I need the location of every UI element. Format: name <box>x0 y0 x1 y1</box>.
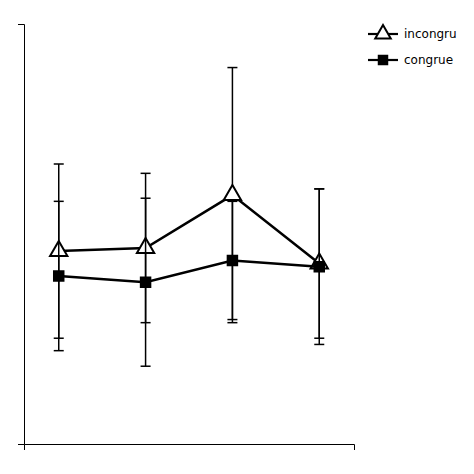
error-bar-cap <box>227 201 237 203</box>
y-axis-line <box>18 25 25 445</box>
legend-symbol <box>379 56 387 64</box>
marker <box>54 271 63 280</box>
error-bar-cap <box>227 322 237 324</box>
error-bar-cap <box>227 67 237 69</box>
error-bar-cap <box>141 365 151 367</box>
legend: incongru congrue <box>368 25 457 67</box>
error-bar-cap <box>314 188 324 190</box>
error-bar <box>141 198 151 366</box>
plot: incongru congrue <box>18 25 457 451</box>
x-axis-line <box>25 445 355 451</box>
error-bar <box>314 189 324 345</box>
series <box>54 189 325 366</box>
error-bar-cap <box>54 201 64 203</box>
error-bar-cap <box>314 344 324 346</box>
legend-symbol <box>375 25 390 38</box>
error-bar-cap <box>141 173 151 175</box>
chart: incongru congrue <box>0 0 474 474</box>
y-axis <box>18 25 25 445</box>
error-bar-cap <box>227 319 237 321</box>
error-bar <box>227 201 237 319</box>
marker <box>141 277 150 286</box>
line <box>59 260 320 282</box>
error-bar-cap <box>54 163 64 165</box>
error-bar <box>54 201 64 350</box>
series <box>50 68 328 339</box>
marker <box>315 262 324 271</box>
marker <box>224 185 241 200</box>
error-bar-cap <box>314 188 324 190</box>
error-bar-cap <box>141 197 151 199</box>
line <box>59 195 320 263</box>
legend-label: incongru <box>404 27 457 41</box>
error-bar-cap <box>54 350 64 352</box>
data <box>50 68 328 367</box>
x-axis <box>25 445 355 451</box>
legend-label: congrue <box>404 53 453 67</box>
legend-item: incongru <box>368 25 457 41</box>
marker <box>228 256 237 265</box>
legend-item: congrue <box>368 53 453 67</box>
